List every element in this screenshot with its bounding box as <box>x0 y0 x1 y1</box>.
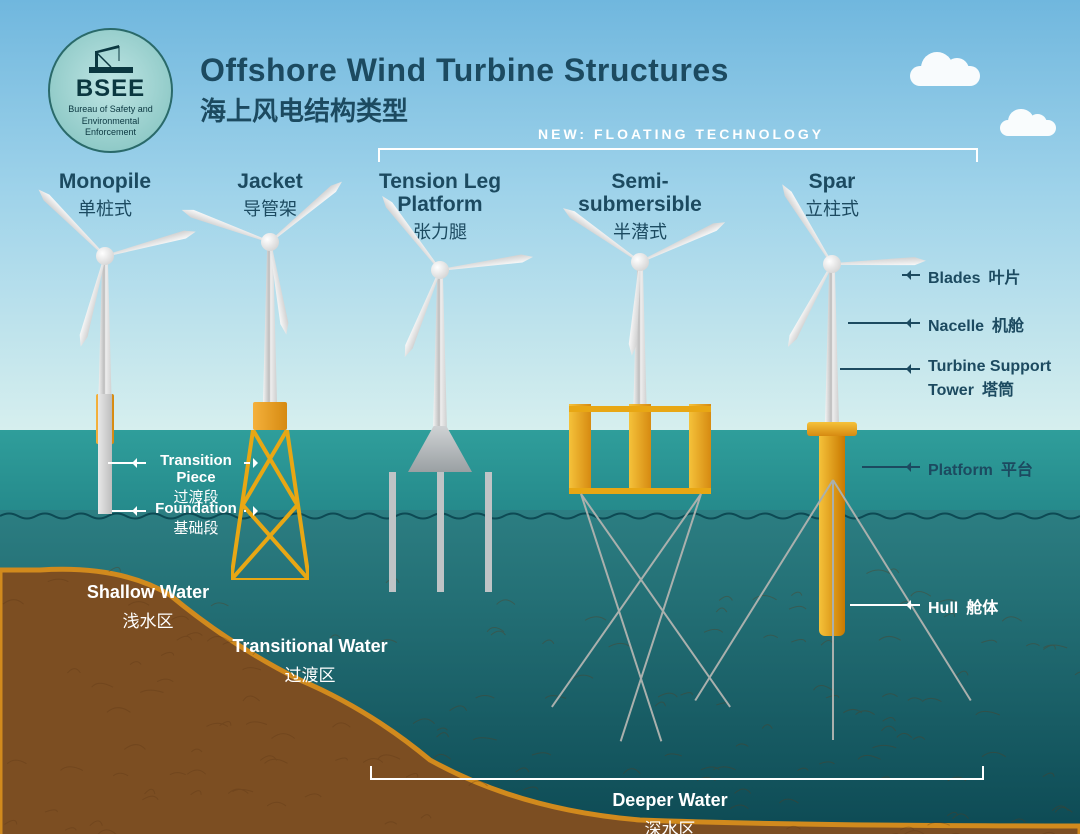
zone-bracket <box>370 778 984 780</box>
zone-label-deeper-water: Deeper Water深水区 <box>580 790 760 840</box>
arrow-icon <box>902 274 920 276</box>
mooring-line <box>694 479 833 701</box>
arrow-icon <box>244 510 246 512</box>
annotation-platform: Platform平台 <box>928 456 1033 480</box>
arrow-icon <box>244 462 250 464</box>
arrow-icon <box>850 604 920 606</box>
annotation-nacelle: Nacelle机舱 <box>928 312 1024 336</box>
arrow-icon <box>108 462 146 464</box>
annotation-transition-piece: Transition Piece过渡段 <box>148 452 244 507</box>
mooring-line <box>832 480 834 740</box>
infographic-stage: BSEE Bureau of Safety and Environmental … <box>0 0 1080 834</box>
zone-label-transitional-water: Transitional Water过渡区 <box>220 636 400 686</box>
tower <box>825 264 839 424</box>
annotation-hull: Hull舱体 <box>928 594 998 618</box>
zone-label-shallow-water: Shallow Water浅水区 <box>58 582 238 632</box>
arrow-icon <box>840 368 920 370</box>
annotation-turbine-support-tower: Turbine SupportTower塔筒 <box>928 358 1051 400</box>
spar-platform <box>807 422 857 436</box>
nacelle-icon <box>823 255 841 273</box>
arrow-icon <box>862 466 920 468</box>
arrow-icon <box>848 322 920 324</box>
arrow-icon <box>112 510 146 512</box>
annotation-foundation: Foundation基础段 <box>148 500 244 538</box>
turbine-spar <box>0 0 1080 834</box>
mooring-line <box>832 479 971 701</box>
annotation-blades: Blades叶片 <box>928 264 1020 288</box>
